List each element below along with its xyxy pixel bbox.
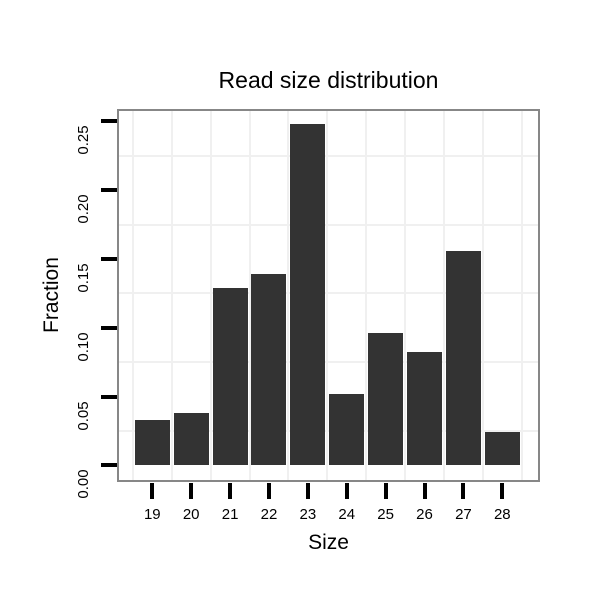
bar-21	[212, 287, 248, 466]
minor-gridline-vertical	[442, 111, 445, 480]
chart-title: Read size distribution	[218, 67, 439, 93]
x-axis-tick	[422, 483, 427, 499]
y-axis-tick	[101, 325, 117, 330]
x-tick-label: 24	[338, 506, 356, 523]
y-tick-label: 0.00	[75, 469, 92, 499]
minor-gridline-vertical	[248, 111, 251, 480]
x-tick-label: 27	[455, 506, 472, 523]
x-axis-tick	[189, 483, 194, 499]
plot-panel	[117, 109, 540, 482]
y-tick-label: 0.05	[75, 400, 92, 431]
x-axis-tick	[344, 483, 349, 499]
bar-22	[251, 274, 287, 466]
bar-25	[368, 333, 404, 466]
x-tick-label: 26	[416, 506, 433, 523]
minor-gridline-vertical	[326, 111, 329, 480]
x-tick-label: 19	[143, 506, 161, 523]
bar-20	[173, 413, 209, 466]
x-tick-label: 23	[299, 506, 317, 523]
x-tick-label: 22	[260, 506, 278, 523]
bar-27	[445, 250, 481, 466]
y-axis-tick	[101, 188, 117, 193]
bar-28	[484, 432, 520, 466]
x-axis-tick	[500, 483, 505, 499]
x-axis-tick	[228, 483, 233, 499]
bar-19	[134, 419, 170, 466]
y-axis-tick	[101, 119, 117, 124]
minor-gridline-vertical	[404, 111, 407, 480]
x-tick-label: 25	[377, 506, 394, 523]
minor-gridline-vertical	[131, 111, 134, 480]
minor-gridline-vertical	[365, 111, 368, 480]
x-tick-label: 28	[493, 506, 511, 523]
minor-gridline-vertical	[287, 111, 290, 480]
y-tick-label: 0.15	[75, 263, 92, 293]
minor-gridline-vertical	[170, 111, 173, 480]
x-axis-tick	[266, 483, 271, 499]
bar-23	[290, 124, 326, 466]
y-tick-label: 0.20	[75, 194, 92, 224]
x-axis-tick	[150, 483, 155, 499]
minor-gridline-vertical	[520, 111, 523, 480]
y-axis-tick	[101, 256, 117, 261]
y-axis-tick	[101, 394, 117, 399]
bar-26	[407, 352, 443, 466]
minor-gridline-horizontal	[119, 154, 538, 157]
x-tick-label: 21	[221, 506, 239, 523]
minor-gridline-vertical	[481, 111, 484, 480]
minor-gridline-horizontal	[119, 223, 538, 226]
minor-gridline-horizontal	[119, 292, 538, 295]
y-tick-label: 0.10	[75, 332, 92, 362]
minor-gridline-horizontal	[119, 429, 538, 432]
y-axis-title: Fraction	[40, 257, 63, 333]
x-axis-tick	[383, 483, 388, 499]
minor-gridline-horizontal	[119, 361, 538, 364]
x-axis-tick	[461, 483, 466, 499]
y-tick-label: 0.25	[75, 125, 92, 155]
x-axis-tick	[305, 483, 310, 499]
x-tick-label: 20	[182, 506, 200, 523]
bar-24	[329, 393, 365, 466]
minor-gridline-vertical	[209, 111, 212, 480]
y-axis-tick	[101, 463, 117, 468]
x-axis-title: Size	[308, 531, 349, 554]
